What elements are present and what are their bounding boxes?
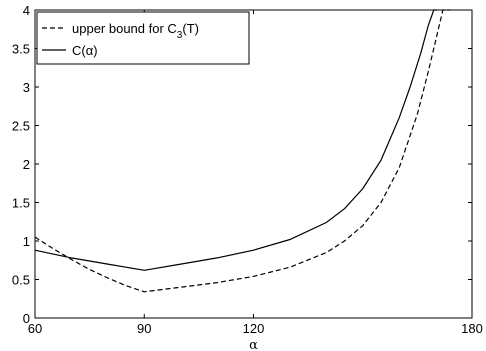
- legend-box: [36, 11, 250, 65]
- x-tick-label: 180: [461, 321, 483, 336]
- y-tick-label: 1: [23, 234, 30, 249]
- y-tick-label: 0.5: [12, 273, 30, 288]
- legend-label-sub: 3: [177, 30, 183, 41]
- series-line-c-alpha: [34, 9, 438, 271]
- axis-ticks: [34, 9, 473, 319]
- y-tick-label: 3.5: [12, 42, 30, 57]
- y-tick-label: 0: [23, 311, 30, 326]
- legend-label-main: upper bound for C: [72, 21, 177, 36]
- x-tick-label: 60: [28, 321, 42, 336]
- x-axis-label: α: [249, 338, 258, 351]
- y-tick-label: 2.5: [12, 119, 30, 134]
- legend-label-tail: (T): [182, 21, 199, 36]
- y-tick-label: 3: [23, 80, 30, 95]
- legend-label: C(α): [72, 43, 98, 58]
- legend-label: upper bound for C3(T): [72, 21, 199, 41]
- y-tick-label: 4: [23, 3, 30, 18]
- y-tick-label: 1.5: [12, 196, 30, 211]
- x-tick-label: 120: [243, 321, 265, 336]
- plot-lines: [34, 9, 451, 293]
- legend: upper bound for C3(T) C(α): [36, 11, 250, 65]
- y-tick-label: 2: [23, 157, 30, 172]
- x-tick-label: 90: [137, 321, 151, 336]
- tick-labels: 60 90 120 180 0 0.5 1 1.5 2 2.5 3 3.5 4: [12, 3, 483, 336]
- legend-items: upper bound for C3(T) C(α): [42, 21, 199, 58]
- legend-label-main: C(α): [72, 43, 98, 58]
